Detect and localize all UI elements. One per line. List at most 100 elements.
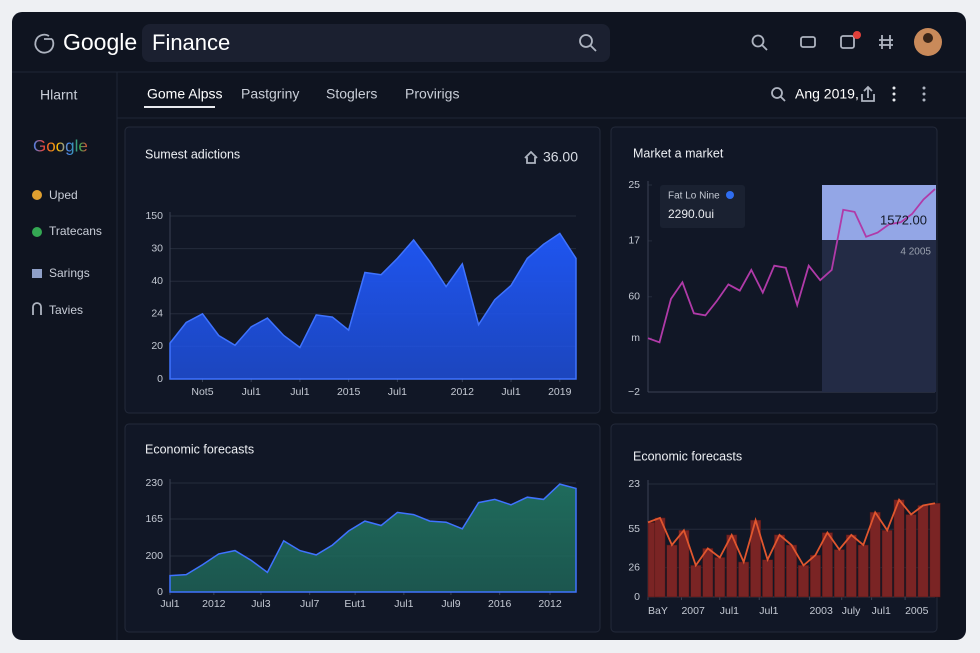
avatar-face bbox=[923, 33, 933, 43]
bar bbox=[762, 559, 773, 598]
x-tick-label: Jul3 bbox=[251, 598, 270, 610]
y-tick-label: 165 bbox=[145, 513, 163, 525]
sidebar-logo: Google bbox=[33, 136, 88, 155]
logo: Google bbox=[63, 29, 137, 55]
x-tick-label: 2012 bbox=[202, 598, 226, 610]
bar bbox=[905, 514, 917, 598]
x-tick-label: Not5 bbox=[191, 386, 213, 398]
item-icon bbox=[32, 302, 42, 315]
mail-icon[interactable] bbox=[800, 36, 816, 48]
bar bbox=[714, 557, 726, 598]
x-tick-label: 2016 bbox=[488, 598, 512, 610]
bag-icon[interactable] bbox=[840, 35, 855, 49]
sidebar-item[interactable]: Tratecans bbox=[49, 224, 102, 238]
x-tick-label: Jul1 bbox=[388, 386, 407, 398]
y-tick-label: 0 bbox=[157, 373, 163, 385]
legend-value: 2290.0ui bbox=[668, 207, 714, 221]
sidebar-item[interactable]: Tavies bbox=[49, 303, 83, 317]
date[interactable]: Ang 2019, bbox=[795, 86, 859, 102]
highlight-value: 1572.00 bbox=[880, 212, 927, 227]
bar bbox=[654, 517, 666, 598]
bar bbox=[833, 549, 845, 598]
line bbox=[647, 498, 936, 568]
bar bbox=[917, 505, 929, 598]
x-tick-label: 2003 bbox=[809, 605, 833, 617]
y-tick-label: 60 bbox=[628, 291, 640, 303]
bar bbox=[666, 544, 678, 598]
more-icon[interactable] bbox=[892, 86, 896, 102]
y-tick-label: 230 bbox=[145, 477, 163, 489]
more-icon[interactable] bbox=[922, 86, 926, 102]
x-tick-label: Jul1 bbox=[290, 386, 309, 398]
chart-title: Sumest adictions bbox=[145, 147, 240, 161]
tab[interactable]: Pastgriny bbox=[241, 86, 299, 102]
x-tick-label: 2012 bbox=[538, 598, 562, 610]
y-tick-label: 17 bbox=[628, 235, 640, 247]
x-tick-label: BaY bbox=[648, 605, 668, 617]
tab[interactable]: Stoglers bbox=[326, 86, 377, 102]
x-tick-label: Jul1 bbox=[759, 605, 778, 617]
bar bbox=[881, 530, 893, 598]
bar bbox=[798, 565, 809, 598]
bar bbox=[869, 512, 881, 598]
y-tick-label: 25 bbox=[628, 179, 640, 191]
line bbox=[647, 188, 936, 344]
y-tick-label: 40 bbox=[151, 275, 163, 287]
legend-label: Fat Lo Nine bbox=[668, 191, 720, 202]
area bbox=[169, 232, 577, 380]
x-tick-label: July bbox=[842, 605, 861, 617]
bar bbox=[738, 561, 750, 598]
x-tick-label: 2019 bbox=[548, 386, 572, 398]
x-tick-label: Jul1 bbox=[501, 386, 520, 398]
bar bbox=[845, 534, 857, 598]
y-tick-label: 24 bbox=[151, 308, 163, 320]
search-box[interactable] bbox=[142, 24, 610, 62]
bar bbox=[821, 532, 833, 598]
share-icon[interactable] bbox=[861, 85, 875, 102]
search-text[interactable]: Finance bbox=[152, 30, 230, 55]
chart-title: Market a market bbox=[633, 146, 724, 160]
x-tick-label: 2015 bbox=[337, 386, 361, 398]
x-tick-label: Jul9 bbox=[441, 598, 460, 610]
item-icon bbox=[32, 190, 42, 200]
bar bbox=[702, 548, 714, 598]
x-tick-label: Jul7 bbox=[300, 598, 319, 610]
sidebar-item[interactable]: Sarings bbox=[49, 266, 90, 280]
chart-title: Economic forecasts bbox=[633, 449, 742, 463]
x-tick-label: Jul1 bbox=[160, 598, 179, 610]
x-tick-label: 2012 bbox=[451, 386, 475, 398]
y-tick-label: 0 bbox=[157, 586, 163, 598]
x-tick-label: Jul1 bbox=[242, 386, 261, 398]
bar bbox=[857, 544, 869, 598]
y-tick-label: m bbox=[631, 332, 640, 344]
tab[interactable]: Provirigs bbox=[405, 86, 459, 102]
apps-icon[interactable] bbox=[879, 35, 893, 49]
x-tick-label: 2007 bbox=[681, 605, 705, 617]
search-icon[interactable] bbox=[751, 34, 768, 51]
y-tick-label: 26 bbox=[628, 561, 640, 573]
y-tick-label: 20 bbox=[151, 340, 163, 352]
search-icon[interactable] bbox=[579, 34, 597, 52]
legend-box bbox=[660, 185, 745, 228]
tab[interactable]: Gome Alpss bbox=[147, 86, 222, 102]
logo-icon bbox=[34, 33, 55, 54]
bar bbox=[929, 502, 941, 598]
nav-left[interactable]: Hlarnt bbox=[40, 87, 77, 103]
sidebar-item[interactable]: Uped bbox=[49, 188, 78, 202]
y-tick-label: 23 bbox=[628, 478, 640, 490]
badge: 36.00 bbox=[543, 149, 578, 165]
item-icon bbox=[32, 227, 42, 237]
y-tick-label: −2 bbox=[628, 386, 640, 398]
bar bbox=[810, 554, 821, 598]
x-tick-label: Eut1 bbox=[344, 598, 366, 610]
y-tick-label: 0 bbox=[634, 591, 640, 603]
bar bbox=[893, 499, 905, 598]
x-tick-label: Jul1 bbox=[872, 605, 891, 617]
y-tick-label: 200 bbox=[145, 550, 163, 562]
y-tick-label: 150 bbox=[145, 210, 163, 222]
x-tick-label: Jul1 bbox=[394, 598, 413, 610]
search-icon[interactable] bbox=[771, 87, 786, 102]
x-tick-label: 2005 bbox=[905, 605, 929, 617]
chart-title: Economic forecasts bbox=[145, 442, 254, 456]
home-icon bbox=[524, 150, 538, 164]
